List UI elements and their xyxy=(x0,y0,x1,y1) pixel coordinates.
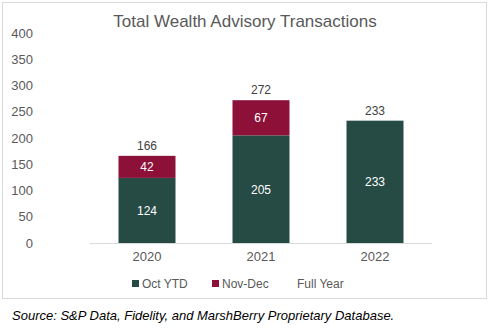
y-tick-label: 50 xyxy=(19,209,33,224)
segment-label: 67 xyxy=(254,111,268,125)
total-label: 233 xyxy=(365,104,385,118)
y-tick-label: 150 xyxy=(11,157,33,172)
segment-label: 205 xyxy=(251,183,271,197)
legend-label: Oct YTD xyxy=(142,277,188,291)
x-tick-label: 2022 xyxy=(361,249,390,264)
title: Total Wealth Advisory Transactions xyxy=(113,12,376,31)
marks xyxy=(119,99,404,243)
bar-segment xyxy=(347,121,404,243)
y-tick-label: 250 xyxy=(11,104,33,119)
total-label: 272 xyxy=(251,83,271,97)
total-point xyxy=(260,99,262,101)
y-tick-label: 300 xyxy=(11,78,33,93)
y-tick-label: 100 xyxy=(11,183,33,198)
legend-swatch xyxy=(132,280,139,287)
bar-segment xyxy=(119,178,176,243)
chart: Total Wealth Advisory Transactions Source… xyxy=(0,0,494,330)
chart-svg: Total Wealth Advisory Transactions Source… xyxy=(0,0,494,330)
data-labels: 124 205 233 42 67 166 272 233 xyxy=(137,83,385,218)
segment-label: 42 xyxy=(140,160,154,174)
x-tick-label: 2021 xyxy=(247,249,276,264)
y-tick-label: 0 xyxy=(26,236,33,251)
total-point xyxy=(374,120,376,122)
y-tick-label: 400 xyxy=(11,26,33,41)
legend-label: Nov-Dec xyxy=(222,277,269,291)
bar-segment xyxy=(233,135,290,243)
total-label: 166 xyxy=(137,139,157,153)
source: Source: S&P Data, Fidelity, and MarshBer… xyxy=(12,308,394,323)
y-tick-label: 200 xyxy=(11,131,33,146)
segment-label: 124 xyxy=(137,204,157,218)
y-tick-label: 350 xyxy=(11,52,33,67)
bar-segment xyxy=(233,100,290,135)
x-tick-label: 2020 xyxy=(133,249,162,264)
bar-segment xyxy=(119,156,176,178)
total-point xyxy=(146,155,148,157)
legend-label: Full Year xyxy=(297,277,344,291)
legend-swatch xyxy=(212,280,219,287)
chart-frame xyxy=(3,3,487,299)
x-axis xyxy=(90,243,432,244)
segment-label: 233 xyxy=(365,175,385,189)
